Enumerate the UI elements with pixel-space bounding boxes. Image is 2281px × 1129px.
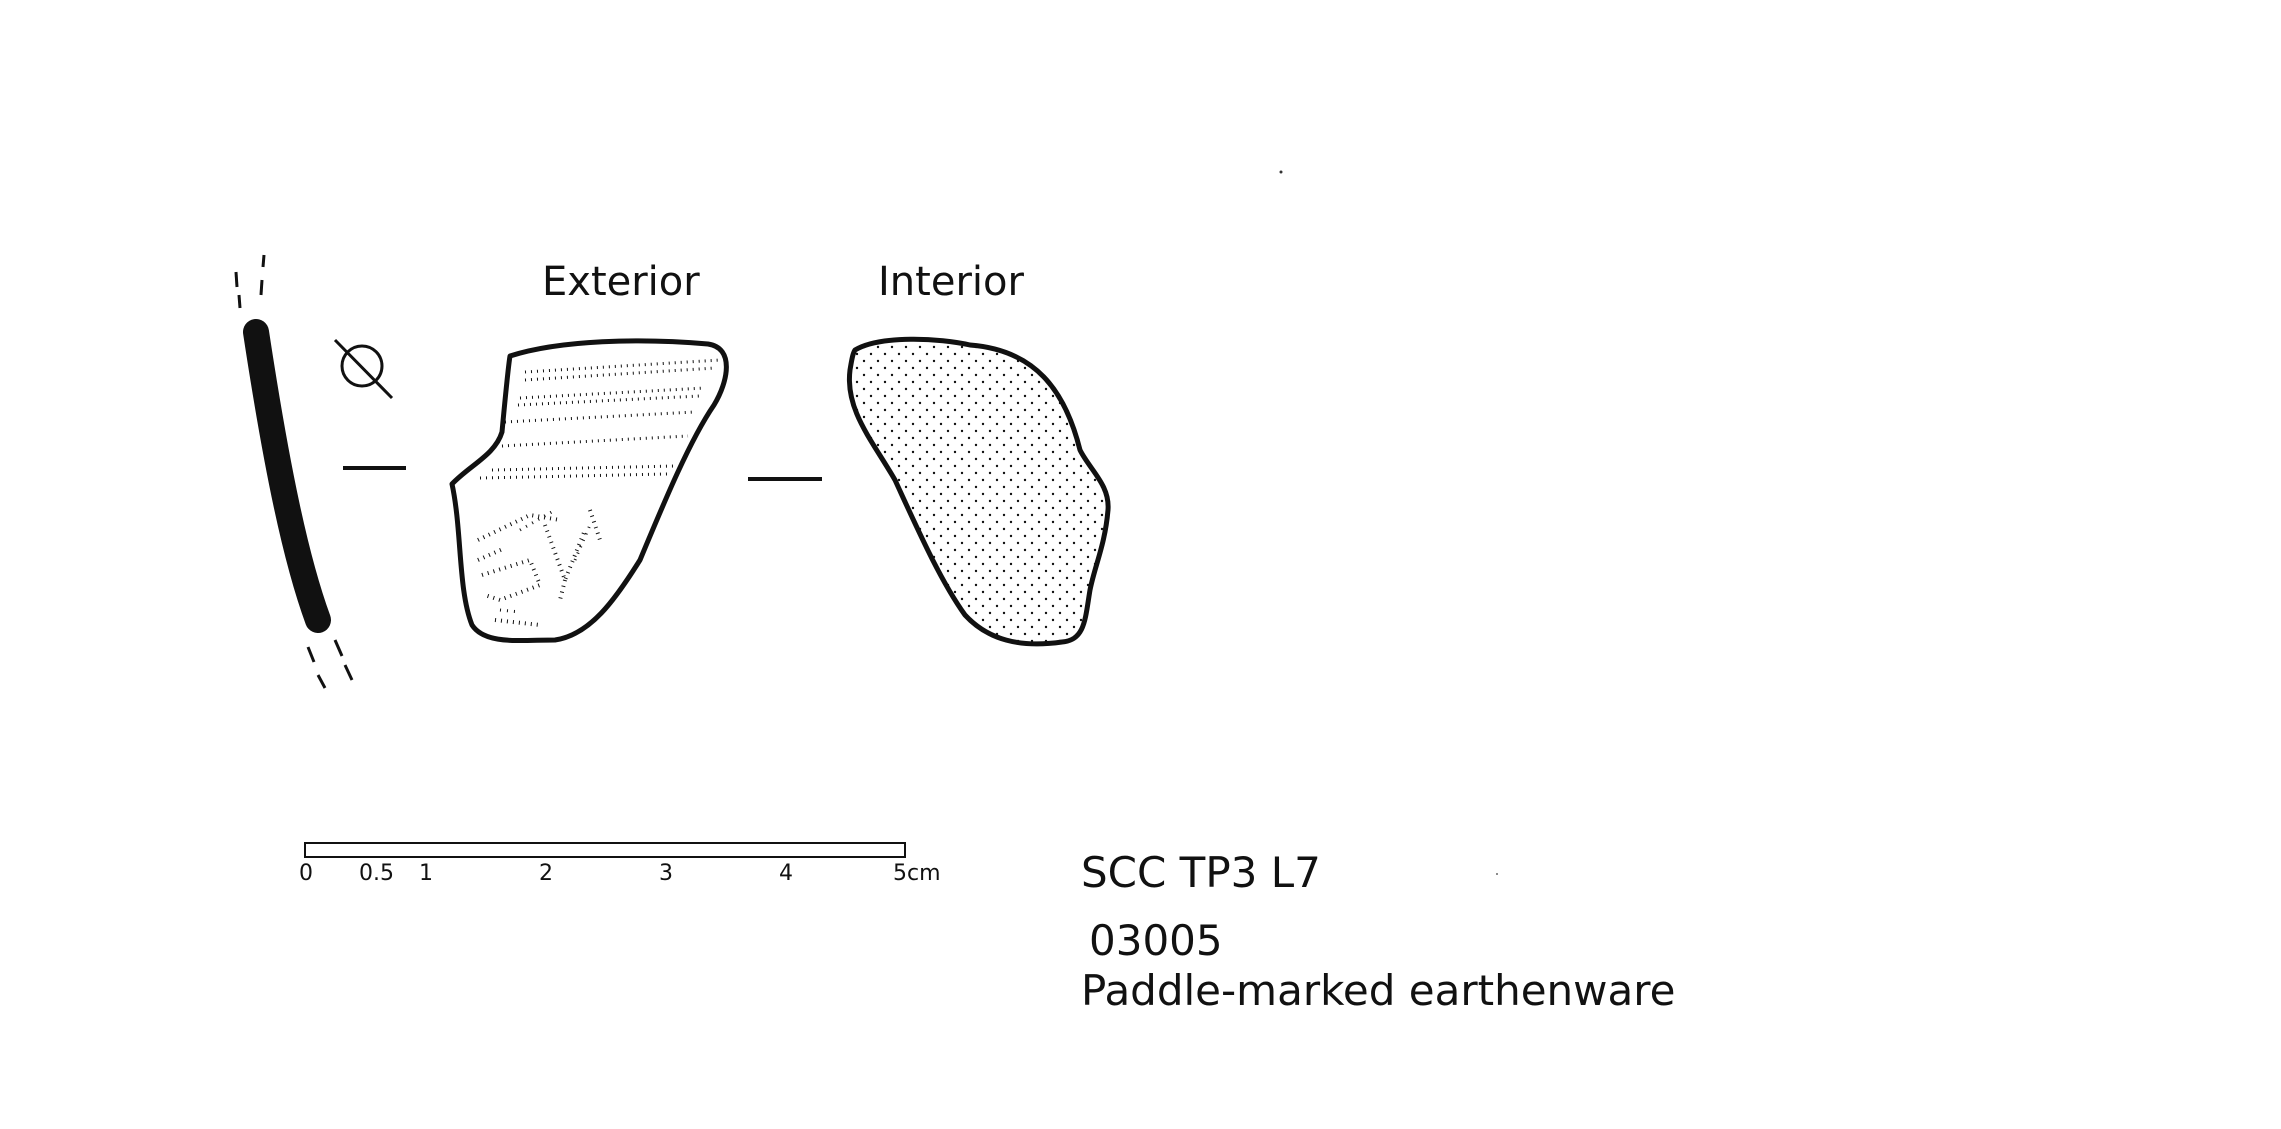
- scale-bar: [304, 842, 906, 858]
- specimen-number: 03005: [1089, 916, 1223, 965]
- profile-bar: [243, 319, 331, 633]
- stipple-band: [517, 394, 701, 407]
- speck: [1279, 170, 1283, 174]
- interior-view: [846, 336, 1111, 647]
- exterior-outline: [449, 338, 729, 644]
- paddle-mark-motif: [477, 509, 602, 627]
- exterior-label: Exterior: [542, 259, 700, 305]
- diameter-symbol: [333, 338, 394, 400]
- scale-tick-label: 2: [539, 861, 553, 886]
- profile-break-dash: [333, 639, 344, 657]
- profile-break-dash: [261, 254, 266, 268]
- scale-tick-label: 0: [299, 861, 313, 886]
- scale-tick-label: 3: [659, 861, 673, 886]
- interior-outline: [846, 336, 1111, 647]
- profile-section: [234, 254, 354, 689]
- profile-break-dash: [343, 664, 354, 681]
- stipple-band: [519, 386, 706, 400]
- profile-break-dash: [306, 646, 316, 663]
- stipple-band: [479, 472, 669, 480]
- exterior-view: [449, 338, 729, 644]
- profile-break-dash: [234, 271, 239, 288]
- specimen-context: SCC TP3 L7: [1081, 848, 1321, 897]
- profile-break-dash: [259, 279, 264, 296]
- scale-tick-label: 5cm: [893, 861, 941, 886]
- speck: [1496, 873, 1498, 875]
- profile-break-dash: [237, 294, 242, 309]
- specimen-description: Paddle-marked earthenware: [1081, 966, 1676, 1015]
- stipple-band: [524, 358, 721, 374]
- scale-tick-label: 0.5: [359, 861, 394, 886]
- profile-break-dash: [316, 674, 327, 689]
- stipple-band: [491, 464, 676, 472]
- interior-label: Interior: [878, 259, 1024, 305]
- scale-tick-label: 1: [419, 861, 433, 886]
- scale-tick-label: 4: [779, 861, 793, 886]
- scale-bar-frame: [304, 842, 906, 858]
